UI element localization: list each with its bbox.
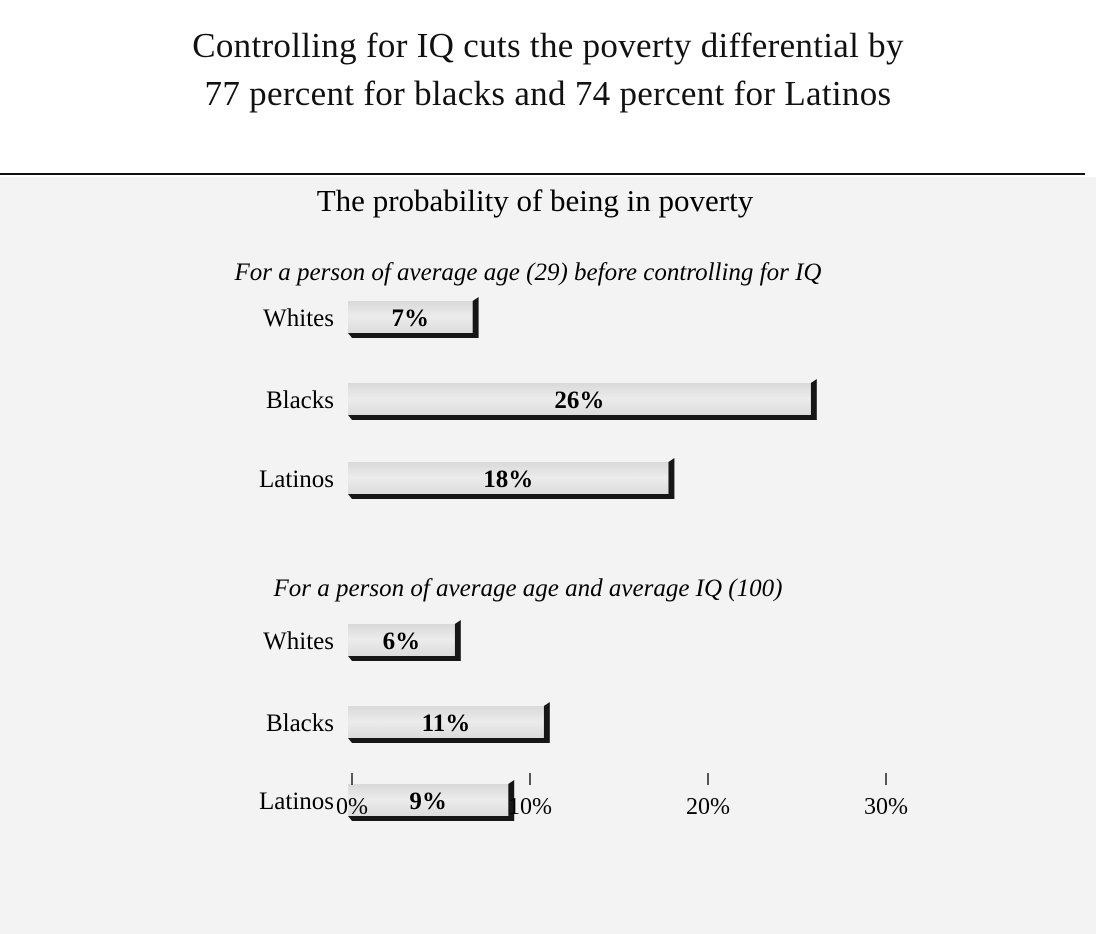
tick-label-10: 10% [508, 794, 552, 820]
bar-g1-blacks [348, 383, 811, 415]
category-label-g2-latinos: Latinos [259, 788, 334, 815]
tick-label-0: 0% [336, 794, 368, 820]
value-label-g1-blacks: 26% [554, 387, 604, 414]
bar-shadow-g1-blacks [348, 379, 817, 420]
category-label-g2-whites: Whites [263, 628, 334, 655]
bar-shadow-g2-whites [348, 620, 461, 661]
chart-title-line-2: 77 percent for blacks and 74 percent for… [204, 74, 892, 113]
bar-g2-latinos [348, 784, 509, 816]
bar-chart: The probability of being in poverty For a… [234, 183, 908, 821]
value-label-g2-latinos: 9% [409, 788, 447, 815]
chart-subtitle: The probability of being in poverty [317, 183, 754, 218]
title-divider [0, 173, 1085, 175]
group-label-2: For a person of average age and average … [273, 575, 783, 602]
bar-g1-latinos [348, 462, 669, 494]
value-label-g1-whites: 7% [392, 305, 430, 332]
bar-shadow-g2-blacks [348, 702, 550, 743]
bar-shadow-g2-latinos [348, 780, 515, 821]
tick-label-30: 30% [864, 794, 908, 820]
category-label-g1-blacks: Blacks [266, 387, 334, 414]
bar-g2-whites [348, 624, 455, 656]
bar-shadow-g1-whites [348, 297, 479, 338]
value-label-g2-blacks: 11% [422, 710, 471, 737]
value-label-g1-latinos: 18% [483, 466, 533, 493]
tick-label-20: 20% [686, 794, 730, 820]
chart-panel: The probability of being in poverty For a… [0, 177, 1096, 934]
value-label-g2-whites: 6% [383, 628, 421, 655]
category-label-g2-blacks: Blacks [266, 710, 334, 737]
chart-title-line-1: Controlling for IQ cuts the poverty diff… [192, 26, 904, 65]
chart-title: Controlling for IQ cuts the poverty diff… [0, 22, 1096, 118]
group-label-1: For a person of average age (29) before … [234, 259, 822, 286]
category-label-g1-whites: Whites [263, 305, 334, 332]
bar-g2-blacks [348, 706, 544, 738]
bar-shadow-g1-latinos [348, 458, 675, 499]
bar-g1-whites [348, 301, 473, 333]
category-label-g1-latinos: Latinos [259, 466, 334, 493]
